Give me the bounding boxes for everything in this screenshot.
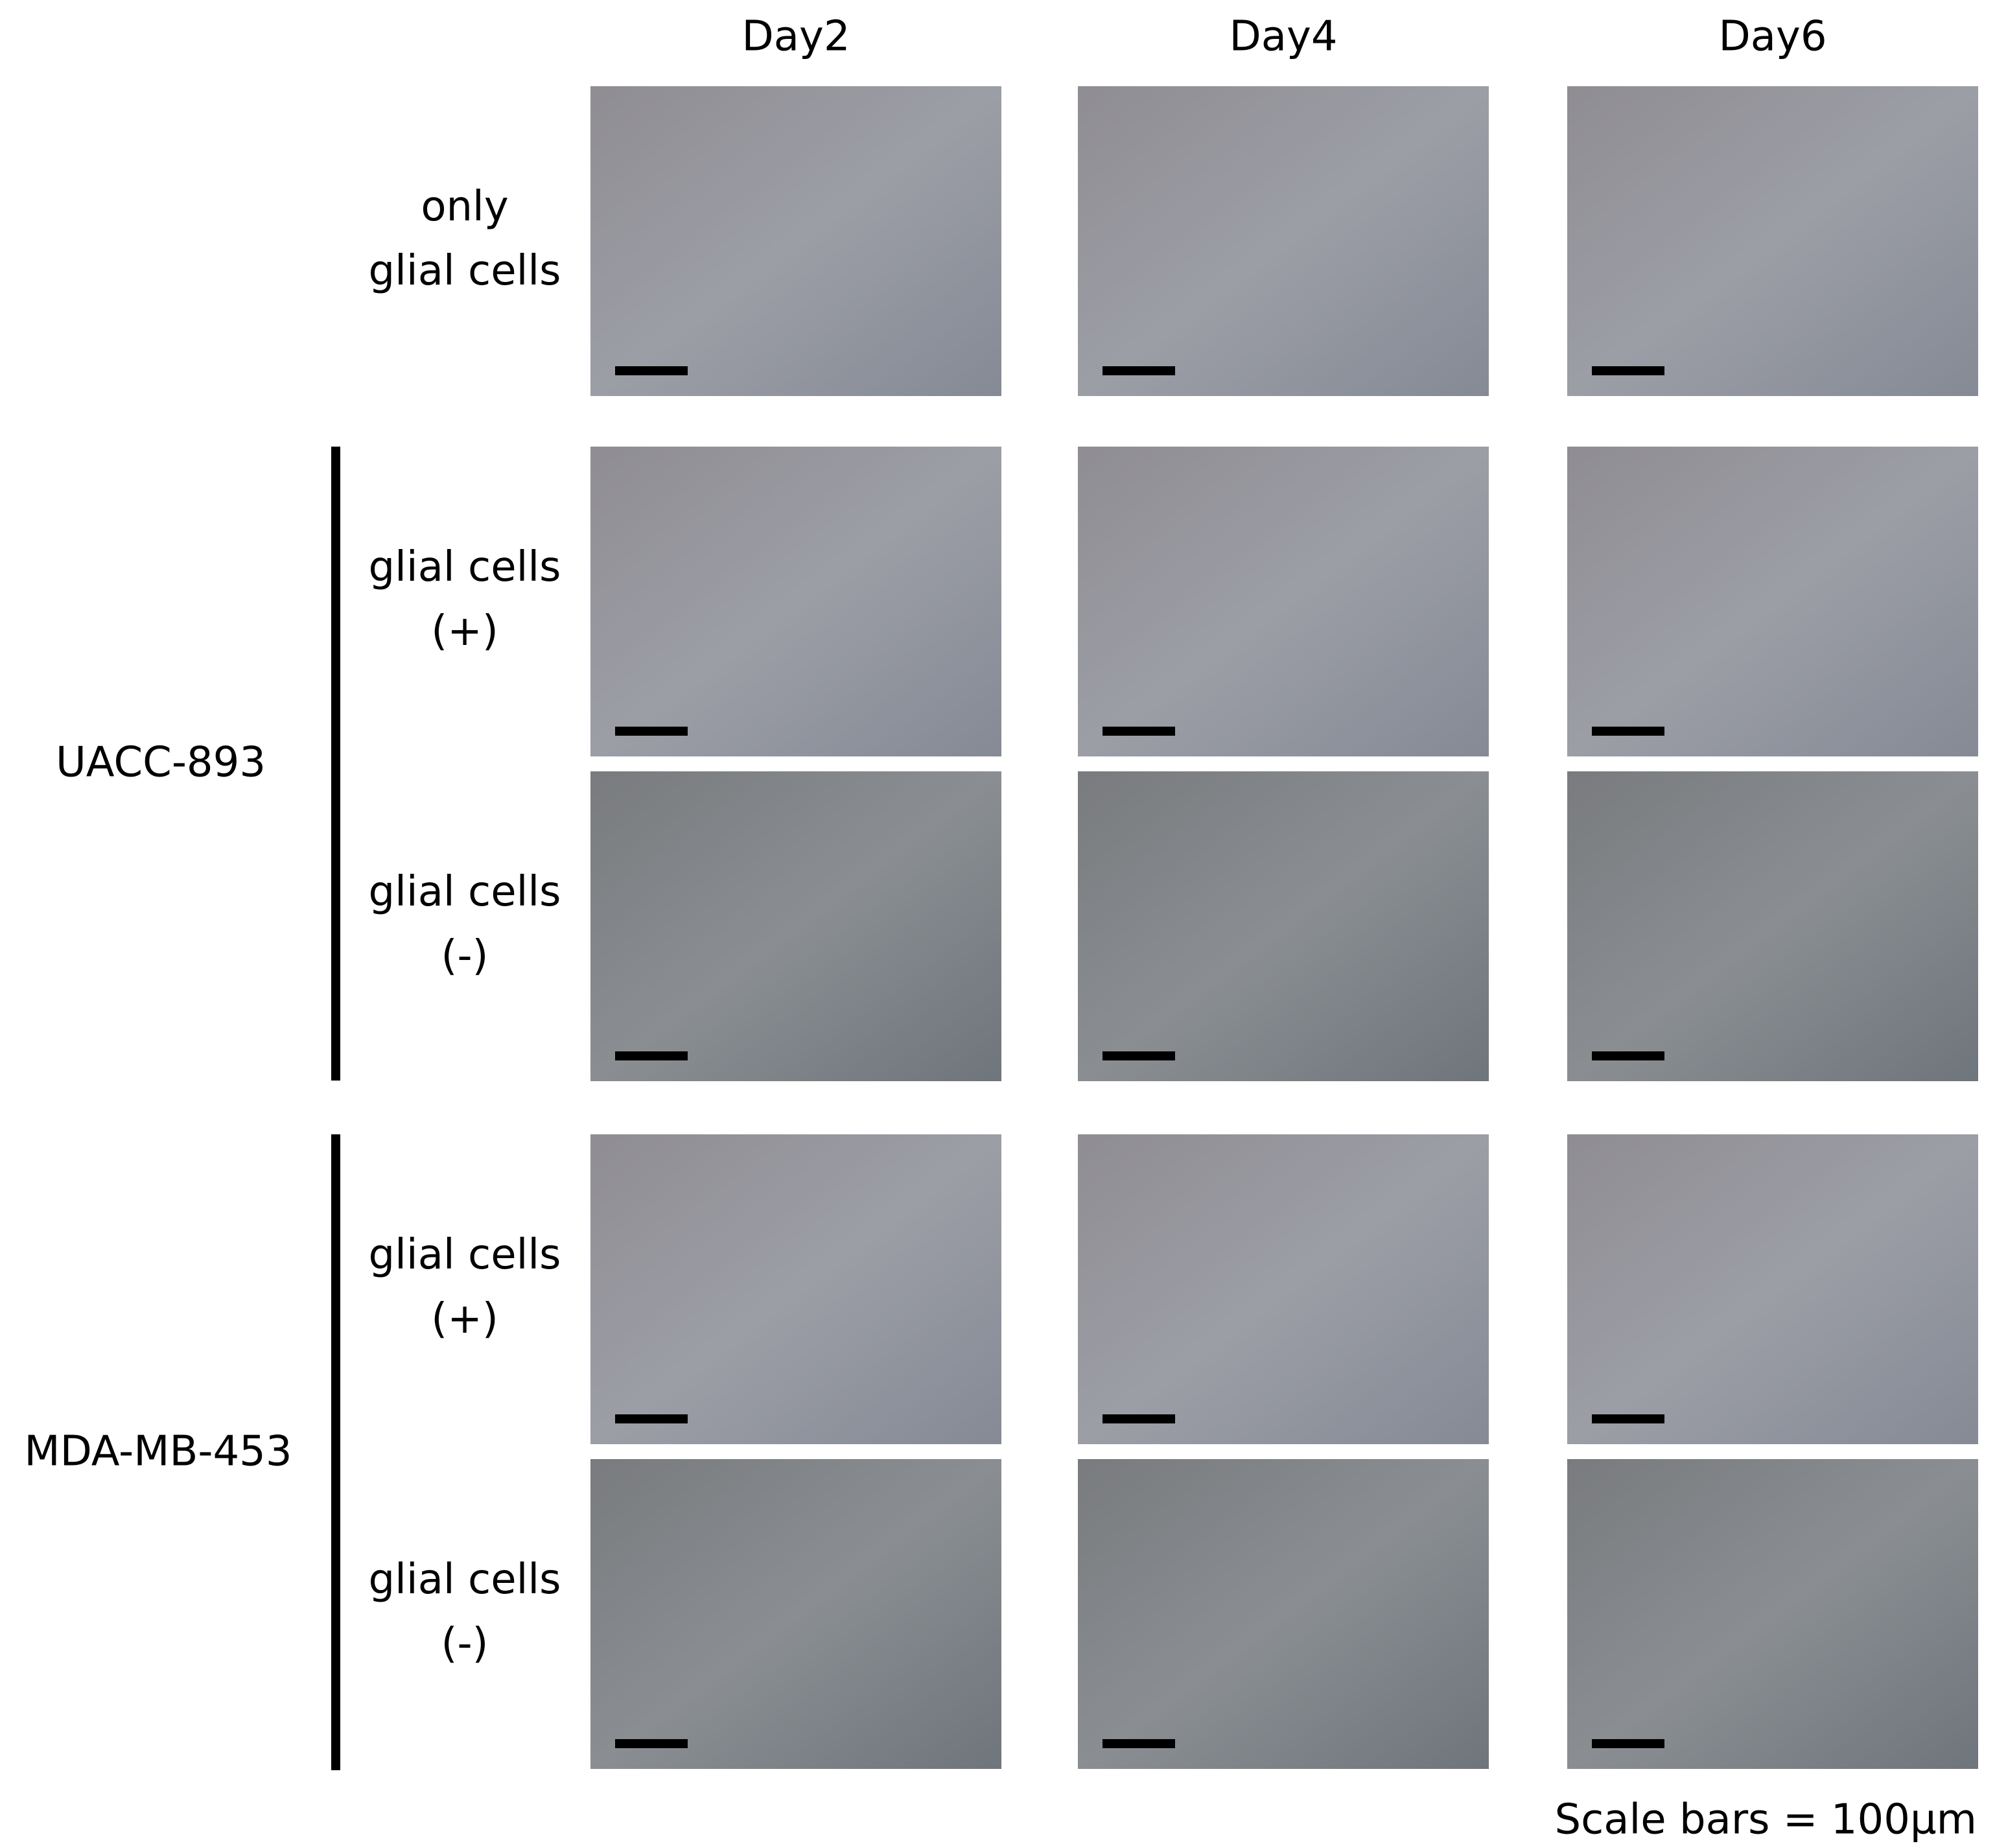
scale-bar <box>1102 1414 1175 1423</box>
scale-bar <box>1102 366 1175 375</box>
row-label: glial cells <box>369 247 561 295</box>
row-label: glial cells <box>369 1556 561 1604</box>
row-label: (-) <box>441 932 488 980</box>
micrograph <box>1078 1134 1489 1444</box>
group-bracket <box>331 447 340 1081</box>
row-label: glial cells <box>369 543 561 591</box>
micrograph <box>1567 447 1978 756</box>
micrograph <box>1567 771 1978 1081</box>
micrograph <box>590 771 1001 1081</box>
scale-bar <box>1592 1739 1664 1748</box>
micrograph <box>1078 447 1489 756</box>
row-label: only <box>421 183 508 231</box>
scale-bar <box>1592 1051 1664 1060</box>
row-label: (-) <box>441 1620 488 1668</box>
micrograph <box>1078 86 1489 396</box>
row-label: glial cells <box>369 1231 561 1279</box>
scale-bar <box>615 1414 688 1423</box>
micrograph <box>590 1459 1001 1769</box>
column-header: Day2 <box>741 13 850 61</box>
micrograph <box>1567 1134 1978 1444</box>
micrograph <box>1567 86 1978 396</box>
scale-bar <box>1592 366 1664 375</box>
scale-bar <box>1592 727 1664 736</box>
group-bracket <box>331 1134 340 1770</box>
micrograph <box>590 447 1001 756</box>
scale-bar <box>1102 1051 1175 1060</box>
scale-bar <box>615 1051 688 1060</box>
scale-bar <box>615 1739 688 1748</box>
scale-bar <box>615 727 688 736</box>
micrograph <box>1567 1459 1978 1769</box>
group-label: MDA-MB-453 <box>24 1428 292 1476</box>
scale-bar <box>1592 1414 1664 1423</box>
micrograph <box>590 1134 1001 1444</box>
column-header: Day6 <box>1718 13 1826 61</box>
micrograph <box>1078 771 1489 1081</box>
row-label: (+) <box>431 1295 498 1343</box>
scale-bar <box>1102 1739 1175 1748</box>
scale-bar <box>1102 727 1175 736</box>
scale-bar <box>615 366 688 375</box>
row-label: (+) <box>431 607 498 655</box>
scale-note: Scale bars = 100µm <box>1554 1796 1977 1844</box>
group-label: UACC-893 <box>56 739 266 787</box>
column-header: Day4 <box>1229 13 1337 61</box>
micrograph <box>1078 1459 1489 1769</box>
micrograph <box>590 86 1001 396</box>
row-label: glial cells <box>369 868 561 916</box>
